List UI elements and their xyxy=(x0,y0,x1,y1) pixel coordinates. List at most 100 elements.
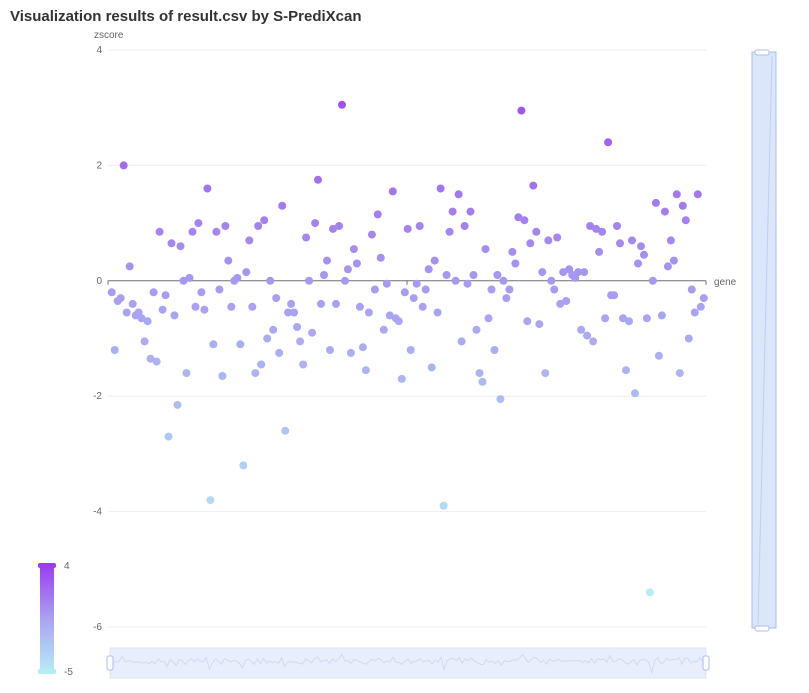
data-point[interactable] xyxy=(418,302,427,311)
data-point[interactable] xyxy=(194,219,203,228)
data-point[interactable] xyxy=(176,242,185,251)
data-point[interactable] xyxy=(317,299,325,308)
data-point[interactable] xyxy=(394,317,403,326)
data-point[interactable] xyxy=(367,230,376,239)
data-point[interactable] xyxy=(245,236,254,245)
data-point[interactable] xyxy=(628,236,636,245)
data-point[interactable] xyxy=(388,187,397,196)
data-point[interactable] xyxy=(400,288,409,297)
data-point[interactable] xyxy=(341,276,349,285)
data-point[interactable] xyxy=(236,340,245,349)
data-point[interactable] xyxy=(257,360,266,369)
data-point[interactable] xyxy=(583,331,592,340)
data-point[interactable] xyxy=(436,184,445,193)
data-point[interactable] xyxy=(601,314,610,323)
visual-map[interactable]: 4 -5 xyxy=(38,561,73,678)
data-point[interactable] xyxy=(675,369,684,378)
data-point[interactable] xyxy=(191,302,200,311)
data-point[interactable] xyxy=(604,138,613,147)
visual-map-top-handle[interactable] xyxy=(38,563,56,568)
data-point[interactable] xyxy=(358,343,367,352)
data-point[interactable] xyxy=(451,276,460,285)
data-point[interactable] xyxy=(284,308,293,317)
data-point[interactable] xyxy=(645,588,654,597)
data-point[interactable] xyxy=(523,317,532,326)
data-point[interactable] xyxy=(379,325,388,334)
data-point[interactable] xyxy=(352,259,361,268)
data-point[interactable] xyxy=(517,106,526,115)
data-point[interactable] xyxy=(343,265,352,274)
data-point[interactable] xyxy=(242,268,251,277)
data-point[interactable] xyxy=(110,346,119,354)
data-point[interactable] xyxy=(448,207,457,216)
data-point[interactable] xyxy=(170,311,179,320)
data-point[interactable] xyxy=(657,311,666,320)
data-point[interactable] xyxy=(212,227,221,236)
data-point[interactable] xyxy=(469,271,478,279)
data-point[interactable] xyxy=(559,268,568,277)
vertical-zoom-window[interactable] xyxy=(751,51,777,629)
data-point[interactable] xyxy=(158,305,167,314)
data-point[interactable] xyxy=(678,201,687,210)
data-point[interactable] xyxy=(687,285,696,294)
data-point[interactable] xyxy=(140,337,149,346)
data-point[interactable] xyxy=(218,372,227,380)
data-point[interactable] xyxy=(544,236,553,245)
data-point[interactable] xyxy=(179,276,188,285)
data-point[interactable] xyxy=(654,351,663,360)
data-point[interactable] xyxy=(490,346,499,354)
data-point[interactable] xyxy=(550,285,559,294)
data-point[interactable] xyxy=(484,314,493,323)
data-point[interactable] xyxy=(239,461,248,470)
data-point[interactable] xyxy=(424,265,433,274)
data-point[interactable] xyxy=(361,366,370,375)
data-point[interactable] xyxy=(648,276,657,285)
data-point[interactable] xyxy=(272,294,281,303)
data-point[interactable] xyxy=(293,323,302,331)
horizontal-zoom-left-handle[interactable] xyxy=(106,655,114,671)
data-point[interactable] xyxy=(275,348,284,357)
data-point[interactable] xyxy=(463,279,472,288)
data-point[interactable] xyxy=(433,308,442,317)
data-point[interactable] xyxy=(338,100,346,109)
data-point[interactable] xyxy=(427,363,436,372)
data-point[interactable] xyxy=(574,268,583,277)
data-point[interactable] xyxy=(299,360,308,369)
horizontal-zoom-right-handle[interactable] xyxy=(702,655,710,671)
data-point[interactable] xyxy=(332,299,340,308)
data-point[interactable] xyxy=(481,245,490,254)
data-point[interactable] xyxy=(335,222,343,230)
data-point[interactable] xyxy=(690,308,699,317)
data-point[interactable] xyxy=(278,201,287,210)
data-point[interactable] xyxy=(693,190,702,199)
data-point[interactable] xyxy=(562,297,571,305)
data-point[interactable] xyxy=(182,369,191,378)
data-point[interactable] xyxy=(472,325,481,334)
data-point[interactable] xyxy=(161,291,170,300)
data-point[interactable] xyxy=(119,161,128,170)
data-point[interactable] xyxy=(107,288,116,297)
data-point[interactable] xyxy=(663,262,672,271)
data-point[interactable] xyxy=(577,325,586,334)
data-point[interactable] xyxy=(254,222,263,230)
data-point[interactable] xyxy=(203,184,212,193)
data-point[interactable] xyxy=(197,288,206,297)
data-points[interactable] xyxy=(107,100,708,597)
data-point[interactable] xyxy=(625,317,633,326)
data-point[interactable] xyxy=(143,317,152,326)
data-point[interactable] xyxy=(532,227,541,236)
data-point[interactable] xyxy=(287,299,296,308)
data-point[interactable] xyxy=(314,175,322,184)
data-point[interactable] xyxy=(263,334,272,343)
data-point[interactable] xyxy=(595,247,604,256)
data-point[interactable] xyxy=(224,256,233,265)
data-point[interactable] xyxy=(442,271,451,279)
data-point[interactable] xyxy=(248,302,257,311)
data-point[interactable] xyxy=(553,233,562,242)
data-point[interactable] xyxy=(634,259,642,268)
data-point[interactable] xyxy=(149,288,158,297)
data-point[interactable] xyxy=(622,366,630,375)
data-point[interactable] xyxy=(457,337,466,346)
data-point[interactable] xyxy=(505,285,514,294)
data-point[interactable] xyxy=(227,302,236,311)
